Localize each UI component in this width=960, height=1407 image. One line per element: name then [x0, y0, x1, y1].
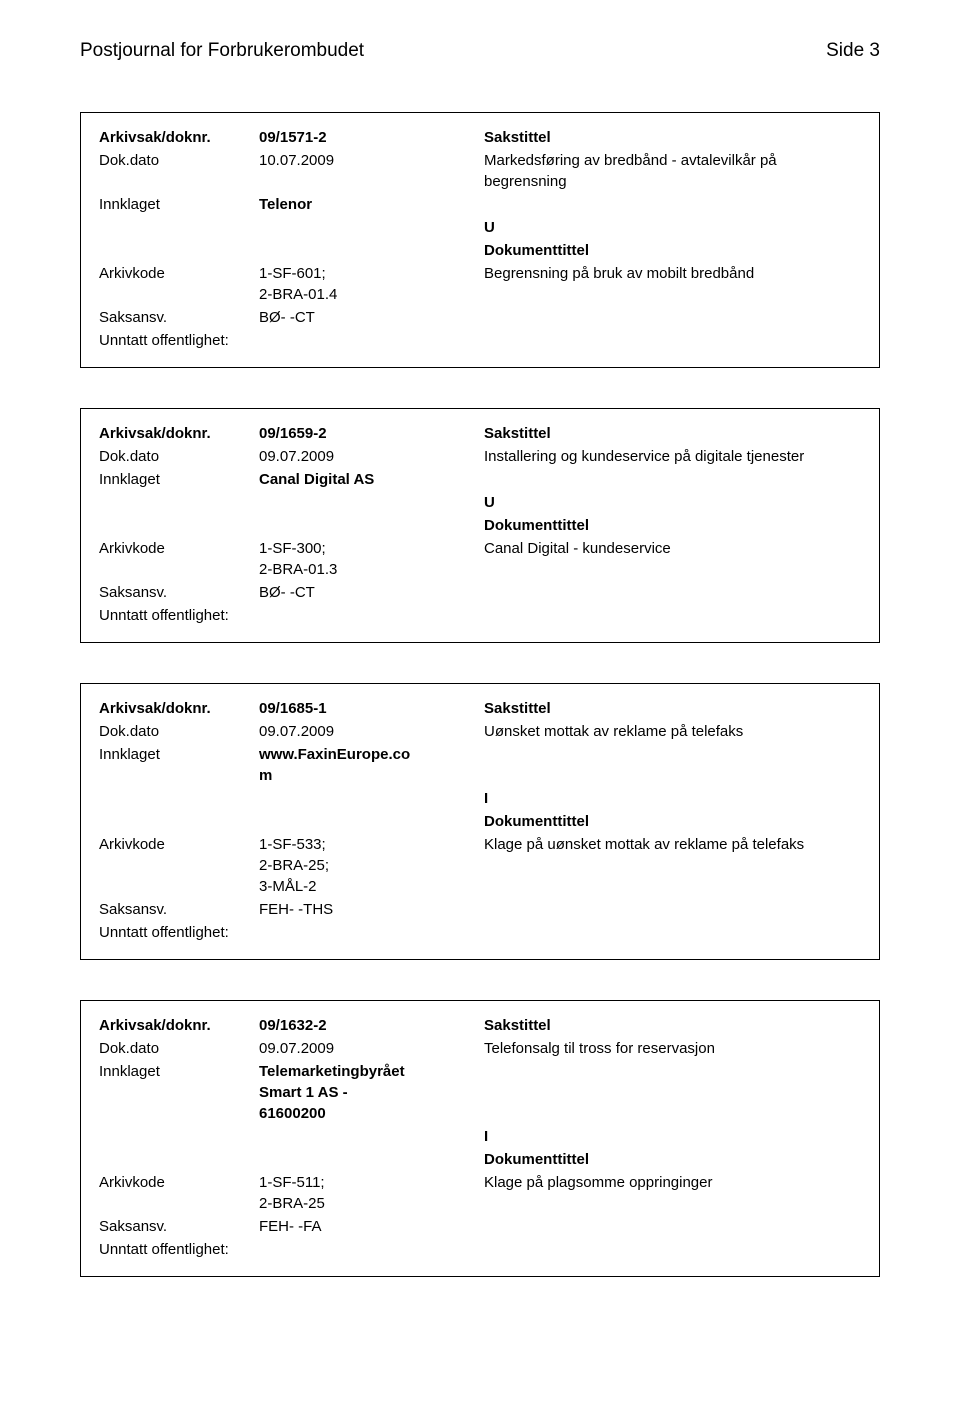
label-innklaget: Innklaget — [99, 194, 259, 215]
value-sakstittel: Telefonsalg til tross for reservasjon — [484, 1038, 861, 1059]
value-dokdato: 09.07.2009 — [259, 446, 484, 467]
value-arkivkode: 1-SF-300; 2-BRA-01.3 — [259, 538, 484, 580]
value-innklaget: Telenor — [259, 194, 484, 215]
value-arkivkode: 1-SF-533; 2-BRA-25; 3-MÅL-2 — [259, 834, 484, 897]
label-saksansv: Saksansv. — [99, 899, 259, 920]
label-arkivkode: Arkivkode — [99, 263, 259, 284]
value-sakstittel: Installering og kundeservice på digitale… — [484, 446, 861, 467]
value-arkivsak: 09/1659-2 — [259, 423, 484, 444]
value-dokdato: 10.07.2009 — [259, 150, 484, 171]
label-dokdato: Dok.dato — [99, 1038, 259, 1059]
record: Arkivsak/doknr.09/1659-2Sakstittel Dok.da… — [80, 408, 880, 643]
label-arkivkode: Arkivkode — [99, 834, 259, 855]
value-direction: U — [484, 492, 861, 513]
value-dokdato: 09.07.2009 — [259, 1038, 484, 1059]
value-arkivkode: 1-SF-601; 2-BRA-01.4 — [259, 263, 484, 305]
label-dokdato: Dok.dato — [99, 446, 259, 467]
record: Arkivsak/doknr.09/1571-2Sakstittel Dok.da… — [80, 112, 880, 368]
label-sakstittel: Sakstittel — [484, 423, 861, 444]
label-arkivsak: Arkivsak/doknr. — [99, 423, 259, 444]
label-arkivkode: Arkivkode — [99, 538, 259, 559]
value-saksansv: FEH- -FA — [259, 1216, 484, 1237]
label-saksansv: Saksansv. — [99, 582, 259, 603]
value-dokumenttittel: Canal Digital - kundeservice — [484, 538, 861, 559]
label-unntatt: Unntatt offentlighet: — [99, 922, 229, 943]
value-arkivsak: 09/1632-2 — [259, 1015, 484, 1036]
label-dokumenttittel: Dokumenttittel — [484, 515, 861, 536]
value-saksansv: BØ- -CT — [259, 582, 484, 603]
value-direction: U — [484, 217, 861, 238]
value-saksansv: BØ- -CT — [259, 307, 484, 328]
label-dokumenttittel: Dokumenttittel — [484, 811, 861, 832]
value-dokdato: 09.07.2009 — [259, 721, 484, 742]
label-arkivsak: Arkivsak/doknr. — [99, 127, 259, 148]
value-sakstittel: Uønsket mottak av reklame på telefaks — [484, 721, 861, 742]
value-innklaget: Telemarketingbyrået Smart 1 AS - 6160020… — [259, 1061, 484, 1124]
label-dokdato: Dok.dato — [99, 721, 259, 742]
label-sakstittel: Sakstittel — [484, 1015, 861, 1036]
value-innklaget: www.FaxinEurope.co m — [259, 744, 484, 786]
value-arkivkode: 1-SF-511; 2-BRA-25 — [259, 1172, 484, 1214]
label-unntatt: Unntatt offentlighet: — [99, 605, 229, 626]
value-dokumenttittel: Klage på plagsomme oppringinger — [484, 1172, 861, 1193]
label-dokdato: Dok.dato — [99, 150, 259, 171]
records-container: Arkivsak/doknr.09/1571-2SakstittelDok.da… — [80, 112, 880, 1277]
value-direction: I — [484, 788, 861, 809]
label-sakstittel: Sakstittel — [484, 127, 861, 148]
label-dokumenttittel: Dokumenttittel — [484, 240, 861, 261]
label-arkivsak: Arkivsak/doknr. — [99, 698, 259, 719]
page-title: Postjournal for Forbrukerombudet — [80, 40, 364, 62]
value-arkivsak: 09/1571-2 — [259, 127, 484, 148]
value-arkivsak: 09/1685-1 — [259, 698, 484, 719]
label-saksansv: Saksansv. — [99, 307, 259, 328]
label-arkivsak: Arkivsak/doknr. — [99, 1015, 259, 1036]
label-innklaget: Innklaget — [99, 469, 259, 490]
label-innklaget: Innklaget — [99, 744, 259, 765]
page-number: Side 3 — [826, 40, 880, 62]
value-dokumenttittel: Begrensning på bruk av mobilt bredbånd — [484, 263, 861, 284]
value-sakstittel: Markedsføring av bredbånd - avtalevilkår… — [484, 150, 861, 192]
value-dokumenttittel: Klage på uønsket mottak av reklame på te… — [484, 834, 861, 855]
label-unntatt: Unntatt offentlighet: — [99, 330, 229, 351]
page-header: Postjournal for Forbrukerombudet Side 3 — [80, 40, 880, 62]
record: Arkivsak/doknr.09/1632-2Sakstittel Dok.da… — [80, 1000, 880, 1277]
value-direction: I — [484, 1126, 861, 1147]
label-innklaget: Innklaget — [99, 1061, 259, 1082]
record: Arkivsak/doknr.09/1685-1Sakstittel Dok.da… — [80, 683, 880, 960]
label-dokumenttittel: Dokumenttittel — [484, 1149, 861, 1170]
label-sakstittel: Sakstittel — [484, 698, 861, 719]
label-arkivkode: Arkivkode — [99, 1172, 259, 1193]
label-saksansv: Saksansv. — [99, 1216, 259, 1237]
label-unntatt: Unntatt offentlighet: — [99, 1239, 229, 1260]
value-saksansv: FEH- -THS — [259, 899, 484, 920]
value-innklaget: Canal Digital AS — [259, 469, 484, 490]
